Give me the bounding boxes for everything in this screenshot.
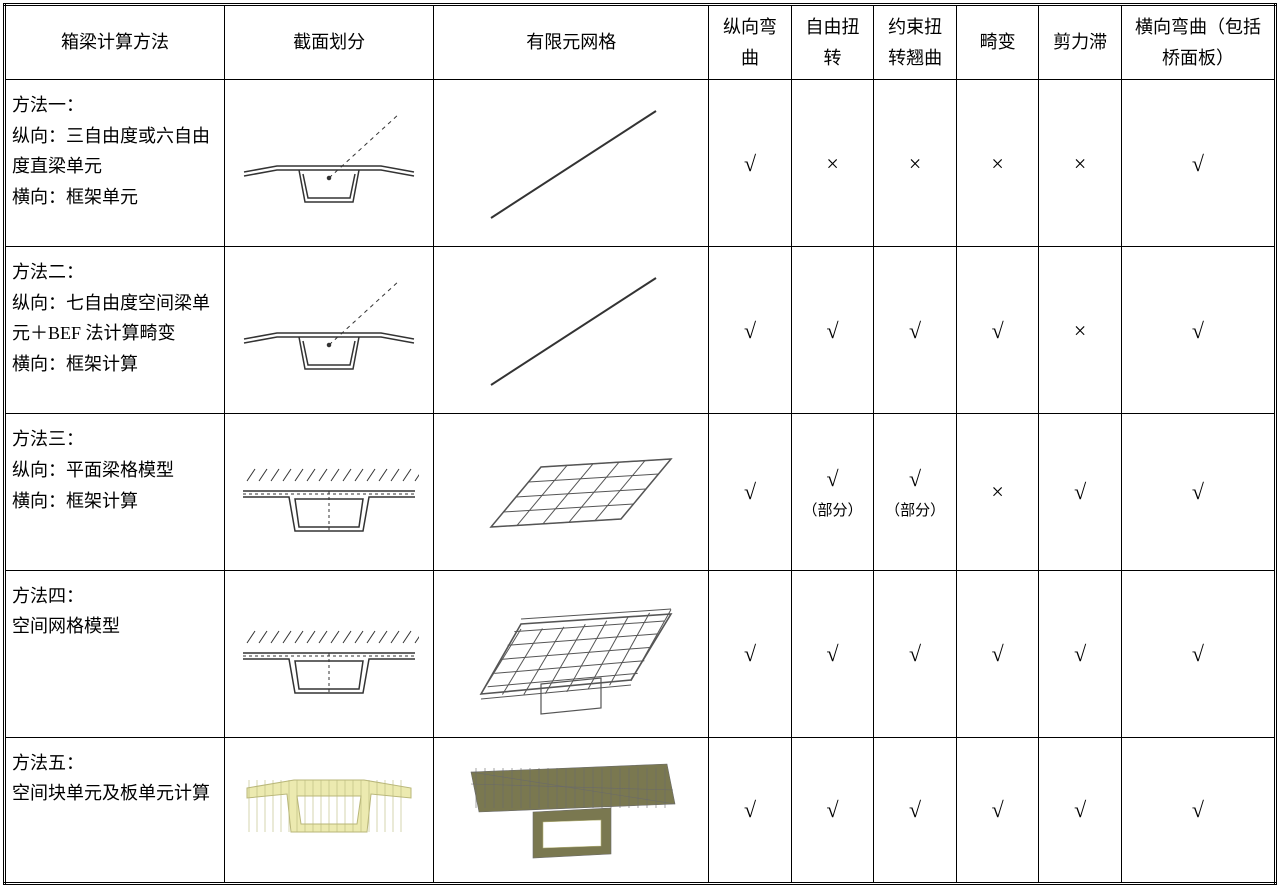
check-icon: √ [1121, 80, 1275, 247]
check-icon: √（部分） [791, 414, 874, 570]
check-icon: √ [1039, 570, 1122, 737]
mesh-diagram [434, 570, 709, 737]
table-row: 方法五：空间块单元及板单元计算 √√√√√√ [5, 737, 1276, 883]
section-diagram [225, 80, 434, 247]
section-icon [231, 577, 427, 731]
header-warping: 约束扭转翘曲 [874, 5, 957, 80]
check-icon: √ [791, 570, 874, 737]
section-diagram [225, 414, 434, 570]
desc-line: 横向：框架单元 [12, 182, 218, 213]
check-icon: √ [709, 414, 792, 570]
check-icon: √ [1121, 570, 1275, 737]
check-icon: √ [791, 247, 874, 414]
check-icon: √ [956, 570, 1039, 737]
mesh-icon [440, 577, 702, 731]
check-icon: √ [874, 737, 957, 883]
header-row: 箱梁计算方法 截面划分 有限元网格 纵向弯曲 自由扭转 约束扭转翘曲 畸变 剪力… [5, 5, 1276, 80]
cross-icon: × [1039, 247, 1122, 414]
desc-line: 方法三： [12, 424, 218, 455]
header-distort: 畸变 [956, 5, 1039, 80]
desc-line: 纵向：平面梁格模型 [12, 455, 218, 486]
section-diagram [225, 570, 434, 737]
method-description: 方法一：纵向：三自由度或六自由度直梁单元横向：框架单元 [5, 80, 225, 247]
method-description: 方法二：纵向：七自由度空间梁单元＋BEF 法计算畸变横向：框架计算 [5, 247, 225, 414]
desc-line: 方法五： [12, 748, 218, 779]
section-icon [231, 86, 427, 240]
check-icon: √ [1039, 414, 1122, 570]
header-torsion: 自由扭转 [791, 5, 874, 80]
desc-line: 方法四： [12, 581, 218, 612]
table-row: 方法二：纵向：七自由度空间梁单元＋BEF 法计算畸变横向：框架计算 √√√√×√ [5, 247, 1276, 414]
header-method: 箱梁计算方法 [5, 5, 225, 80]
check-icon: √ [1121, 247, 1275, 414]
methods-table: 箱梁计算方法 截面划分 有限元网格 纵向弯曲 自由扭转 约束扭转翘曲 畸变 剪力… [3, 3, 1277, 885]
desc-line: 纵向：三自由度或六自由度直梁单元 [12, 121, 218, 182]
desc-line: 横向：框架计算 [12, 486, 218, 517]
header-shearlag: 剪力滞 [1039, 5, 1122, 80]
check-icon: √ [956, 737, 1039, 883]
section-icon [231, 744, 427, 876]
desc-line: 空间块单元及板单元计算 [12, 778, 218, 809]
check-icon: √ [709, 80, 792, 247]
cross-icon: × [956, 414, 1039, 570]
method-description: 方法五：空间块单元及板单元计算 [5, 737, 225, 883]
mesh-icon [440, 744, 702, 876]
check-icon: √ [874, 570, 957, 737]
method-description: 方法三：纵向：平面梁格模型横向：框架计算 [5, 414, 225, 570]
mesh-diagram [434, 247, 709, 414]
header-mesh: 有限元网格 [434, 5, 709, 80]
cross-icon: × [1039, 80, 1122, 247]
table-row: 方法四：空间网格模型 √√√√√√ [5, 570, 1276, 737]
section-diagram [225, 737, 434, 883]
mesh-diagram [434, 737, 709, 883]
desc-line: 横向：框架计算 [12, 349, 218, 380]
mesh-diagram [434, 414, 709, 570]
section-icon [231, 253, 427, 407]
mesh-icon [440, 420, 702, 563]
table-row: 方法三：纵向：平面梁格模型横向：框架计算 √√（部分）√（部分）×√√ [5, 414, 1276, 570]
mesh-icon [440, 86, 702, 240]
check-icon: √ [709, 570, 792, 737]
desc-line: 空间网格模型 [12, 611, 218, 642]
cross-icon: × [956, 80, 1039, 247]
header-section: 截面划分 [225, 5, 434, 80]
table-row: 方法一：纵向：三自由度或六自由度直梁单元横向：框架单元 √××××√ [5, 80, 1276, 247]
check-icon: √（部分） [874, 414, 957, 570]
check-icon: √ [1121, 737, 1275, 883]
cross-icon: × [874, 80, 957, 247]
desc-line: 纵向：七自由度空间梁单元＋BEF 法计算畸变 [12, 288, 218, 349]
mesh-icon [440, 253, 702, 407]
check-icon: √ [956, 247, 1039, 414]
header-bending: 纵向弯曲 [709, 5, 792, 80]
section-icon [231, 420, 427, 563]
check-icon: √ [791, 737, 874, 883]
header-transverse: 横向弯曲（包括桥面板） [1121, 5, 1275, 80]
check-icon: √ [1121, 414, 1275, 570]
cross-icon: × [791, 80, 874, 247]
desc-line: 方法二： [12, 257, 218, 288]
check-icon: √ [709, 247, 792, 414]
check-icon: √ [874, 247, 957, 414]
method-description: 方法四：空间网格模型 [5, 570, 225, 737]
desc-line: 方法一： [12, 90, 218, 121]
section-diagram [225, 247, 434, 414]
check-icon: √ [709, 737, 792, 883]
check-icon: √ [1039, 737, 1122, 883]
mesh-diagram [434, 80, 709, 247]
